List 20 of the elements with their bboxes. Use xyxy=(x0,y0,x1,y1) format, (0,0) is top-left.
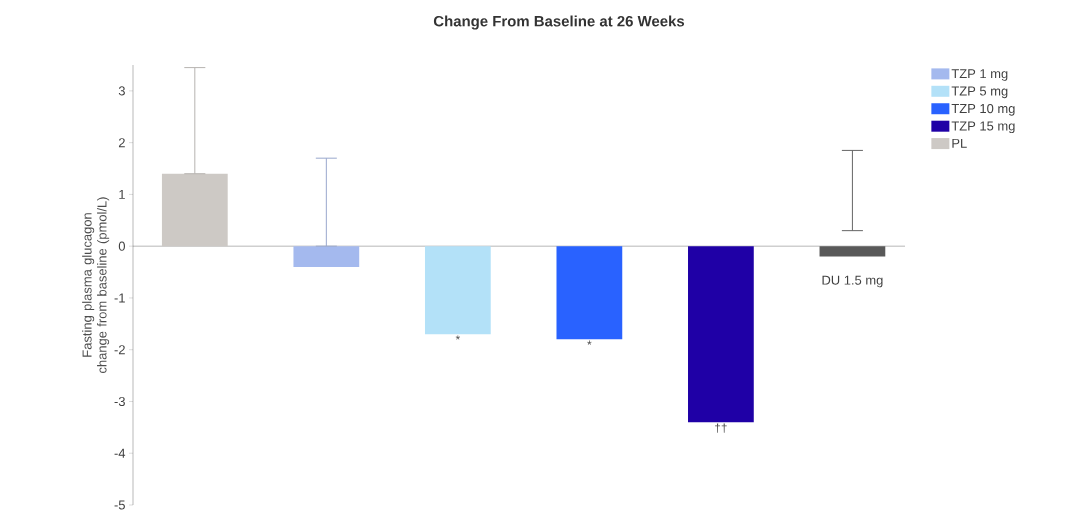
legend-label: PL xyxy=(952,138,967,148)
legend-label: TZP 5 mg xyxy=(951,86,1008,99)
legend-label: TZP 1 mg xyxy=(951,69,1008,81)
y-tick-label: -4 xyxy=(114,448,126,458)
y-axis-title: Fasting plasma glucagon change from baseline (pmol/L) xyxy=(82,197,110,373)
y-tick-label: -1 xyxy=(114,293,125,303)
y-tick-label: -2 xyxy=(114,345,125,355)
y-tick-label: 3 xyxy=(118,86,125,96)
annotation: * xyxy=(587,340,592,345)
annotation: †† xyxy=(715,423,727,433)
y-tick-label: 1 xyxy=(119,189,125,199)
y-tick-label: 0 xyxy=(118,241,125,251)
legend-label: TZP 10 mg xyxy=(951,103,1015,116)
y-tick-label: 2 xyxy=(118,138,125,148)
annotation: * xyxy=(455,335,460,340)
y-tick-label: -5 xyxy=(114,500,125,510)
chart-title: Change From Baseline at 26 Weeks xyxy=(433,15,685,30)
x-tick-label: DU 1.5 mg xyxy=(822,275,883,288)
legend-label: TZP 15 mg xyxy=(951,121,1015,134)
y-tick-label: -3 xyxy=(114,396,125,407)
